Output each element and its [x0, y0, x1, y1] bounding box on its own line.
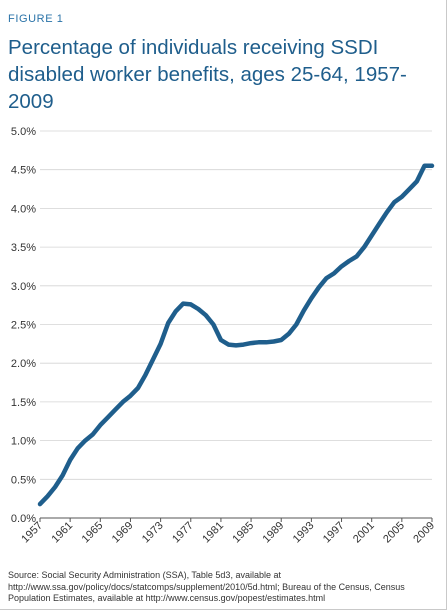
x-tick-label: 1989	[261, 520, 287, 546]
y-tick-label: 3.5%	[11, 242, 36, 254]
x-tick-label: 1997	[321, 520, 347, 546]
x-tick-label: 1993	[291, 520, 317, 546]
x-tick-label: 2009	[411, 520, 437, 546]
y-tick-label: 3.0%	[11, 281, 36, 293]
y-tick-label: 2.0%	[11, 358, 36, 370]
x-tick-label: 1981	[200, 520, 226, 546]
y-tick-label: 0.0%	[11, 513, 36, 525]
y-tick-label: 1.5%	[11, 397, 36, 409]
x-tick-label: 2001	[351, 520, 377, 546]
x-tick-label: 1965	[80, 520, 106, 546]
y-tick-label: 2.5%	[11, 320, 36, 332]
source-note: Source: Social Security Administration (…	[8, 570, 405, 603]
y-tick-label: 5.0%	[11, 126, 36, 138]
y-tick-label: 0.5%	[11, 474, 36, 486]
data-line	[37, 163, 435, 507]
y-tick-label: 1.0%	[11, 436, 36, 448]
x-tick-label: 1969	[110, 520, 136, 546]
figure-label: FIGURE 1	[8, 13, 64, 25]
x-tick-label: 2005	[381, 520, 407, 546]
y-tick-label: 4.0%	[11, 203, 36, 215]
x-tick-label: 1985	[230, 520, 256, 546]
y-tick-label: 4.5%	[11, 165, 36, 177]
x-tick-label: 1961	[49, 520, 75, 546]
x-tick-label: 1973	[140, 520, 166, 546]
chart-title: Percentage of individuals receiving SSDI…	[8, 36, 407, 113]
x-tick-label: 1977	[170, 520, 196, 546]
